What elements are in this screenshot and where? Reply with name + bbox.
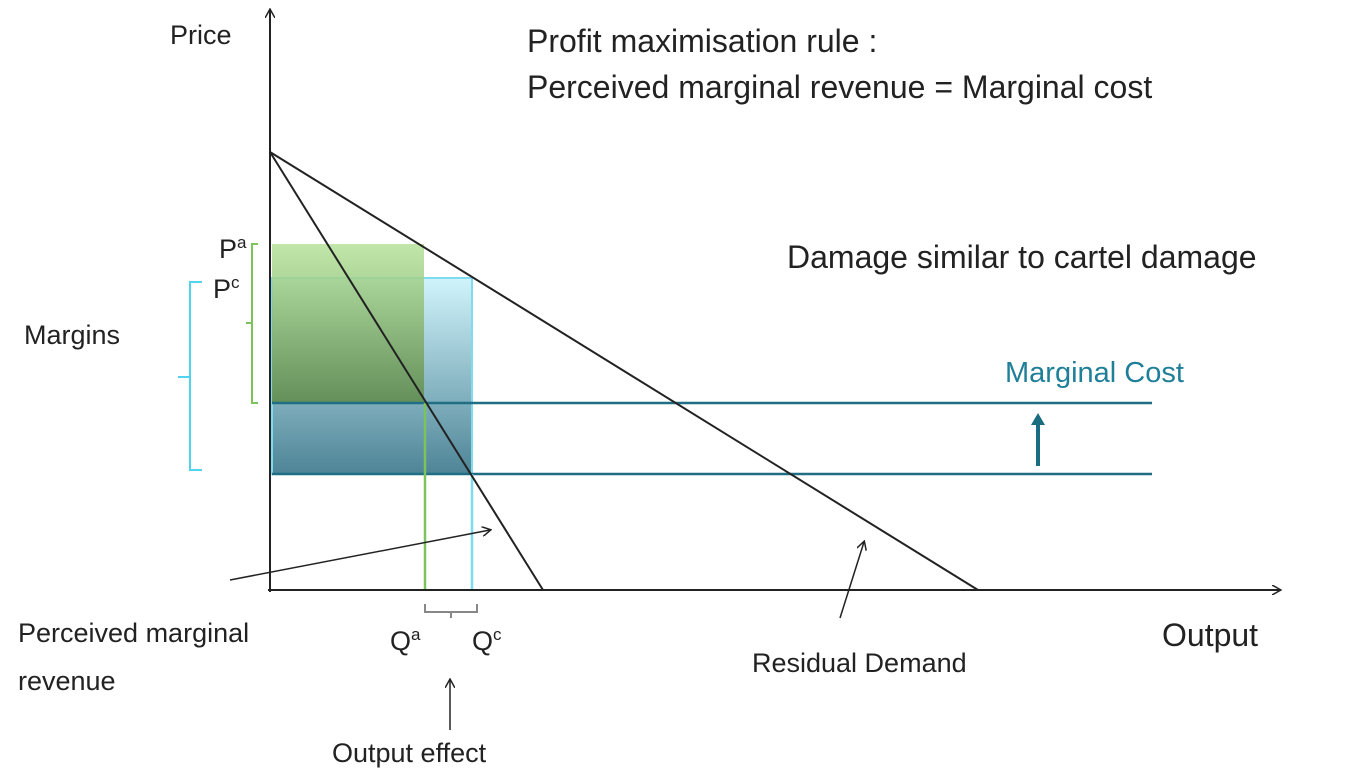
cyan-bracket <box>178 281 202 471</box>
mc-label: Marginal Cost <box>1005 357 1184 389</box>
margins-label: Margins <box>24 320 120 350</box>
output-effect-label: Output effect <box>332 738 487 768</box>
pc-sup: c <box>231 273 240 292</box>
title-line: Profit maximisation rule : <box>527 23 877 59</box>
qa-label: Qa <box>390 625 421 656</box>
green-bracket <box>246 243 258 404</box>
perceived-mr-line <box>269 151 544 591</box>
pa-sup: a <box>237 233 247 252</box>
residual-demand-label: Residual Demand <box>752 648 967 678</box>
mr-pointer <box>229 530 490 581</box>
y-axis-label: Price <box>170 20 232 50</box>
x-axis-label: Output <box>1162 617 1258 653</box>
qa-sup: a <box>411 625 421 644</box>
green-area <box>272 244 424 403</box>
output-bracket <box>424 604 478 618</box>
mr-label: Perceived marginal <box>18 618 249 648</box>
qc-label: Qc <box>472 625 502 656</box>
mr-label: revenue <box>18 666 116 696</box>
residual-demand-line <box>269 151 979 591</box>
pc-label: Pc <box>213 273 240 304</box>
demand-pointer <box>839 542 864 619</box>
qa-base: Q <box>390 626 411 656</box>
pc-base: P <box>213 274 231 304</box>
qc-base: Q <box>472 626 493 656</box>
pa-label: Pa <box>219 233 247 264</box>
pa-base: P <box>219 234 237 264</box>
note: Damage similar to cartel damage <box>787 239 1257 275</box>
title-line: Perceived marginal revenue = Marginal co… <box>527 69 1152 105</box>
qc-sup: c <box>493 625 502 644</box>
